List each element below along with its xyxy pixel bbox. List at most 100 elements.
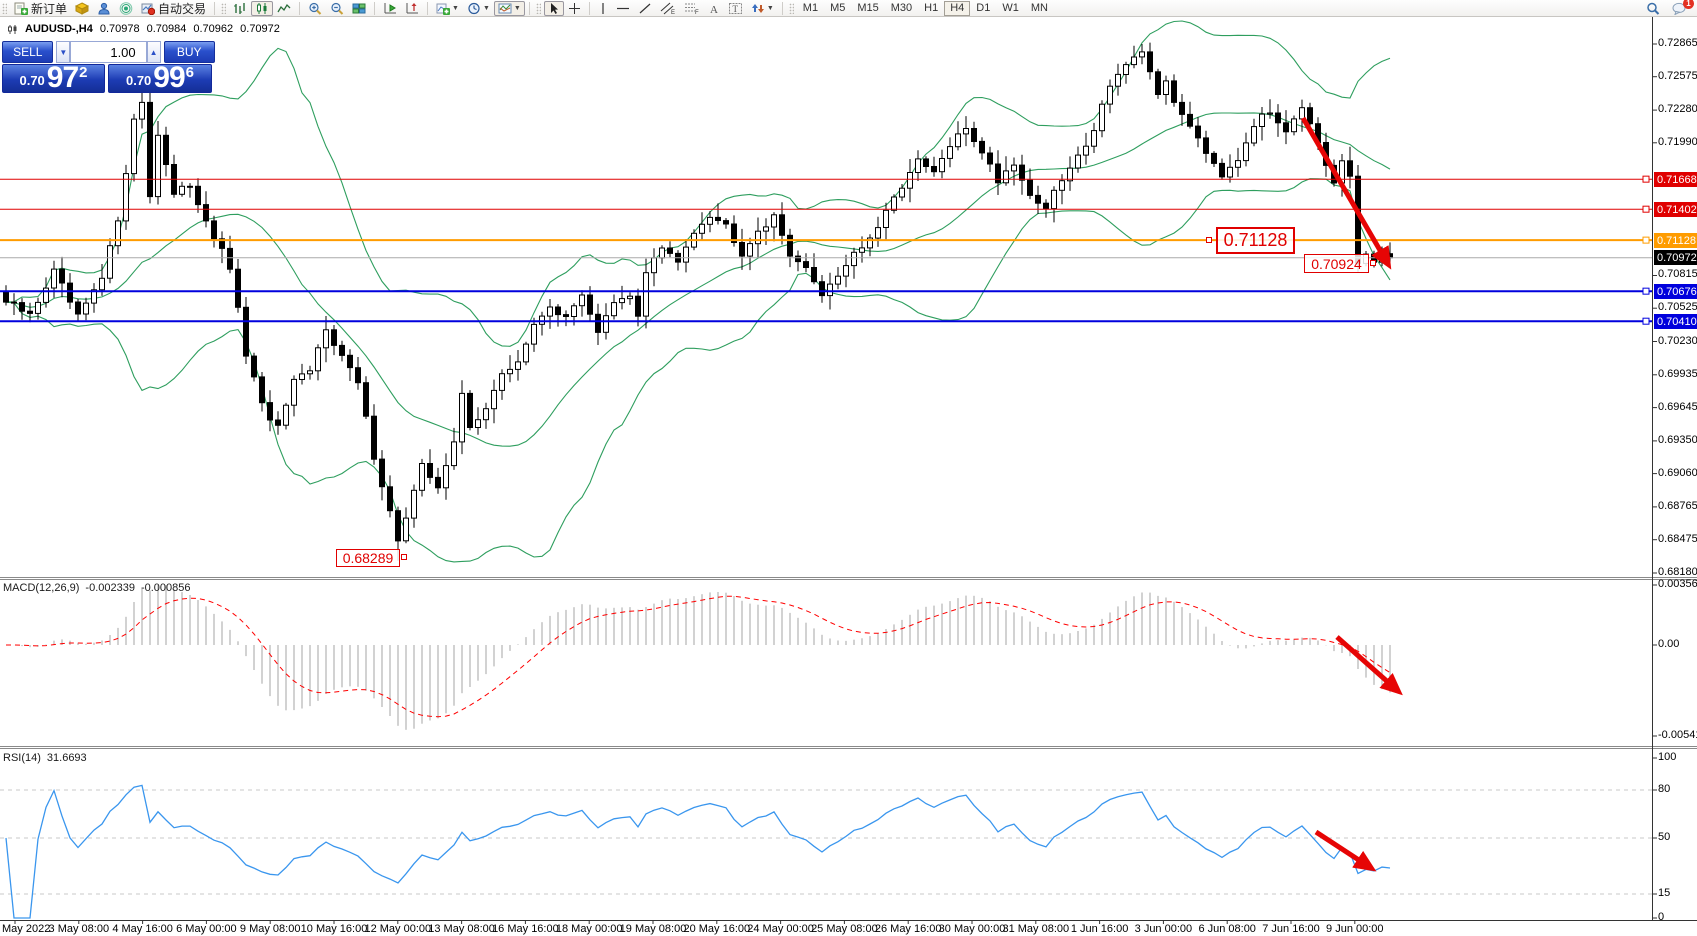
sell-price-button[interactable]: 0.70 97 2 (2, 63, 105, 93)
rsi-axis-tick: 0 (1658, 911, 1665, 923)
buy-price-big: 99 (153, 61, 185, 94)
tab-timeframe-w1[interactable]: W1 (1002, 2, 1019, 14)
cursor-tool-button[interactable] (543, 0, 564, 16)
price-axis-tagged-label: 0.71402 (1654, 202, 1697, 217)
macd-axis-tick: -0.005416 (1658, 729, 1697, 741)
rsi-label-row: RSI(14) 31.6693 (3, 752, 87, 764)
text-label-tool-button[interactable]: T (724, 1, 747, 16)
autotrade-button[interactable]: 自动交易 (137, 1, 210, 16)
candlestick-chart-button[interactable] (251, 0, 274, 16)
chart-canvas[interactable] (0, 17, 1697, 936)
trendline-tool-button[interactable] (634, 1, 656, 16)
add-indicator-button[interactable]: ▼ (432, 1, 463, 16)
toolbar-grip[interactable] (2, 2, 7, 14)
price-axis-tagged-label: 0.71128 (1654, 233, 1697, 248)
annotation-handle[interactable] (1370, 260, 1376, 266)
crosshair-icon (568, 2, 580, 14)
price-axis-tick: 0.70815 (1658, 268, 1697, 280)
tab-timeframe-d1[interactable]: D1 (976, 2, 991, 14)
tab-timeframe-m30[interactable]: M30 (890, 2, 913, 14)
equidistant-channel-icon: E (660, 2, 675, 15)
time-axis-label: 6 May 00:00 (176, 923, 237, 935)
text-icon: A (710, 4, 718, 15)
annotation-low-price[interactable]: 0.68289 (336, 549, 400, 567)
line-chart-button[interactable] (273, 1, 295, 16)
rsi-axis-tick: 50 (1658, 831, 1671, 843)
chart-window[interactable]: AUDUSD-,H4 0.70978 0.70984 0.70962 0.709… (0, 17, 1697, 936)
ohlc-high: 0.70984 (146, 23, 187, 35)
zoom-out-button[interactable] (326, 1, 348, 16)
vertical-line-tool-button[interactable] (594, 1, 612, 16)
volume-increase-button[interactable]: ▲ (146, 41, 161, 63)
sell-button[interactable]: SELL (2, 41, 54, 63)
channel-tool-button[interactable]: E (656, 1, 680, 16)
bar-chart-button[interactable] (229, 1, 251, 16)
arrow-objects-icon (751, 3, 764, 13)
annotation-resistance-price[interactable]: 0.71128 (1216, 227, 1295, 254)
annotation-handle[interactable] (1206, 237, 1212, 243)
time-axis-label: 24 May 00:00 (747, 923, 814, 935)
toolbar-grip[interactable] (535, 2, 541, 14)
svg-text:A: A (710, 4, 718, 15)
rsi-axis-tick: 15 (1658, 887, 1671, 899)
ohlc-low: 0.70962 (193, 23, 234, 35)
navigator-button[interactable] (93, 1, 115, 16)
price-axis-tick: 0.69935 (1658, 368, 1697, 380)
macd-signal-value: -0.000856 (140, 582, 191, 594)
templates-button[interactable]: ▼ (493, 0, 525, 16)
volume-input[interactable]: 1.00 (70, 41, 147, 63)
toolbar-separator (214, 1, 216, 15)
price-axis-tick: 0.72865 (1658, 37, 1697, 49)
chart-shift-button[interactable] (401, 1, 423, 16)
toolbar-grip[interactable] (788, 2, 794, 14)
price-axis-tagged-label: 0.70676 (1654, 284, 1697, 299)
macd-indicator-label: MACD(12,26,9) (3, 582, 80, 594)
horizontal-line-tool-button[interactable] (612, 1, 634, 16)
svg-text:F: F (695, 10, 699, 15)
tab-timeframe-m5[interactable]: M5 (830, 2, 846, 14)
tab-timeframe-h1[interactable]: H1 (924, 2, 939, 14)
autotrade-label: 自动交易 (158, 1, 207, 16)
time-axis-label: 31 May 08:00 (1002, 923, 1070, 935)
time-axis-label: 18 May 00:00 (555, 923, 623, 935)
chart-shift-icon (406, 2, 419, 13)
search-button[interactable] (1642, 1, 1664, 16)
tab-timeframe-m1[interactable]: M1 (802, 2, 819, 14)
crosshair-tool-button[interactable] (564, 1, 585, 16)
tab-timeframe-h4[interactable]: H4 (944, 0, 971, 16)
time-axis-label: 25 May 08:00 (811, 923, 878, 935)
buy-price-button[interactable]: 0.70 99 6 (108, 61, 212, 94)
ohlc-close: 0.70972 (240, 23, 280, 35)
vertical-line-icon (602, 2, 604, 14)
alerts-button[interactable] (115, 1, 137, 16)
buy-price-pip: 6 (185, 64, 195, 81)
symbol-title: AUDUSD-,H4 (25, 23, 93, 35)
ohlc-open: 0.70978 (99, 23, 140, 35)
buy-button[interactable]: BUY (163, 41, 215, 63)
text-tool-button[interactable]: A (704, 1, 724, 16)
arrows-tool-button[interactable]: ▼ (747, 1, 778, 16)
periods-button[interactable]: ▼ (463, 1, 494, 16)
zoom-in-button[interactable] (304, 1, 326, 16)
price-axis-tick: 0.70525 (1658, 301, 1697, 313)
time-axis-label: 12 May 00:00 (364, 923, 432, 935)
volume-decrease-button[interactable]: ▼ (56, 41, 71, 63)
toolbar-grip[interactable] (221, 2, 227, 14)
price-axis-tick: 0.69350 (1658, 434, 1697, 446)
new-order-button[interactable]: 新订单 (10, 1, 71, 16)
price-axis-tick: 0.68765 (1658, 500, 1697, 512)
fibonacci-tool-button[interactable]: F (680, 1, 704, 16)
cursor-icon (550, 2, 558, 14)
auto-scroll-button[interactable] (379, 1, 401, 16)
buy-price-prefix: 0.70 (125, 73, 152, 88)
macd-axis-tick: 0.003565 (1658, 578, 1697, 590)
tab-timeframe-m15[interactable]: M15 (857, 2, 879, 14)
market-watch-button[interactable] (71, 1, 93, 16)
tab-timeframe-mn[interactable]: MN (1030, 2, 1048, 14)
chat-button[interactable]: 1 (1668, 0, 1694, 16)
annotation-handle[interactable] (401, 554, 407, 560)
price-axis-tick: 0.69060 (1658, 467, 1697, 479)
time-axis-label: 3 Jun 00:00 (1134, 923, 1193, 935)
tile-windows-button[interactable] (348, 1, 370, 16)
annotation-breakdown-price[interactable]: 0.70924 (1304, 254, 1369, 273)
